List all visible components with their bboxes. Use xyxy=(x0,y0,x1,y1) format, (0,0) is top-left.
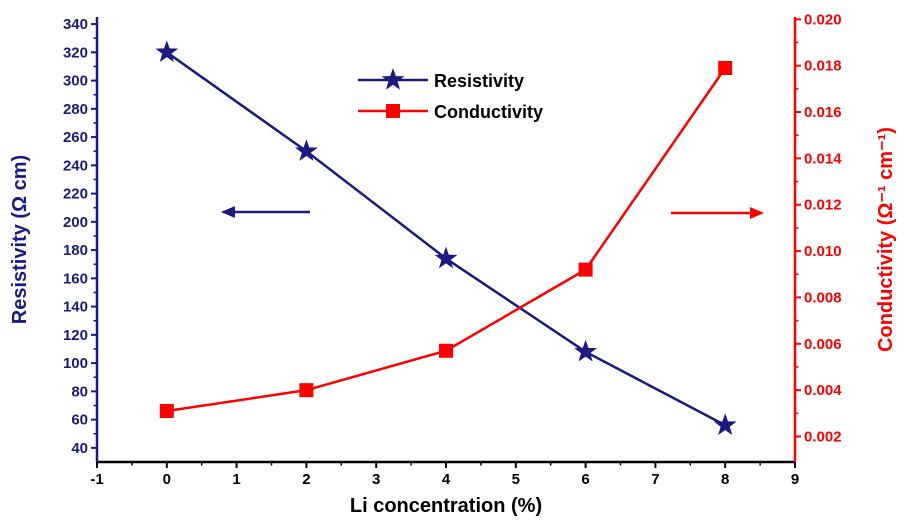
arrow-right-conductivity-head xyxy=(750,207,764,219)
data-point-resistivity xyxy=(294,139,318,161)
y-left-tick-label: 140 xyxy=(63,299,88,316)
x-tick-label: 0 xyxy=(163,471,171,488)
y-left-tick-label: 120 xyxy=(63,327,88,344)
y-right-axis-title: Conductivity (Ω⁻¹ cm⁻¹) xyxy=(875,127,897,352)
data-point-resistivity xyxy=(574,339,598,362)
data-point-conductivity xyxy=(439,343,453,358)
series-group xyxy=(155,40,737,435)
x-tick-label: 7 xyxy=(651,471,659,488)
x-tick-label: 4 xyxy=(442,471,451,488)
data-point-conductivity xyxy=(578,262,593,277)
y-right-tick-label: 0.008 xyxy=(804,289,842,306)
y-right-tick-label: 0.002 xyxy=(804,429,842,446)
y-left-tick-label: 340 xyxy=(63,16,88,33)
y-left-tick-label: 60 xyxy=(71,412,88,429)
data-point-conductivity xyxy=(299,383,314,398)
y-right-tick-label: 0.006 xyxy=(804,336,842,353)
data-point-resistivity xyxy=(155,40,179,63)
y-left-tick-label: 200 xyxy=(63,214,88,231)
legend-label-resistivity: Resistivity xyxy=(434,71,524,91)
y-left-tick-label: 240 xyxy=(63,157,88,174)
legend-marker-conductivity xyxy=(386,104,400,118)
y-left-tick-label: 100 xyxy=(63,355,88,372)
legend-label-conductivity: Conductivity xyxy=(434,102,543,122)
x-tick-label: 5 xyxy=(512,471,520,488)
y-right-tick-label: 0.018 xyxy=(804,58,842,75)
y-left-tick-label: 280 xyxy=(63,101,88,118)
x-tick-label: 9 xyxy=(791,471,799,488)
y-right-tick-label: 0.004 xyxy=(804,382,842,399)
y-left-tick-label: 220 xyxy=(63,186,88,203)
y-left-tick-label: 320 xyxy=(63,44,88,61)
x-tick-label: 3 xyxy=(372,471,380,488)
y-left-axis-title: Resistivity (Ω cm) xyxy=(9,155,31,324)
x-tick-label: 8 xyxy=(721,471,729,488)
x-tick-label: -1 xyxy=(90,471,103,488)
legend: Resistivity Conductivity xyxy=(358,68,543,122)
data-point-conductivity xyxy=(718,60,733,75)
arrows-group xyxy=(221,206,764,219)
x-axis-title: Li concentration (%) xyxy=(350,495,542,517)
x-tick-label: 2 xyxy=(302,471,310,488)
y-right-tick-label: 0.012 xyxy=(804,197,842,214)
data-point-resistivity xyxy=(434,246,458,269)
axes-group: -1 0 1 2 3 4 5 6 7 8 9 40 60 80 100 120 140 160 180 200 220 2… xyxy=(63,11,842,488)
y-left-tick-label: 80 xyxy=(71,383,88,400)
y-left-tick-label: 40 xyxy=(71,440,88,457)
y-left-tick-label: 160 xyxy=(63,270,88,287)
data-point-conductivity xyxy=(159,404,174,419)
arrow-left-resistivity-head xyxy=(221,206,235,218)
x-tick-label: 1 xyxy=(232,471,240,488)
x-tick-label: 6 xyxy=(581,471,589,488)
y-right-tick-label: 0.020 xyxy=(804,11,842,28)
y-left-tick-label: 260 xyxy=(63,129,88,146)
y-right-tick-label: 0.014 xyxy=(804,150,842,167)
y-right-tick-label: 0.016 xyxy=(804,104,842,121)
y-left-tick-label: 180 xyxy=(63,242,88,259)
y-right-tick-label: 0.010 xyxy=(804,243,842,260)
data-point-resistivity xyxy=(713,413,737,435)
y-left-tick-label: 300 xyxy=(63,73,88,90)
legend-marker-resistivity xyxy=(381,68,405,90)
